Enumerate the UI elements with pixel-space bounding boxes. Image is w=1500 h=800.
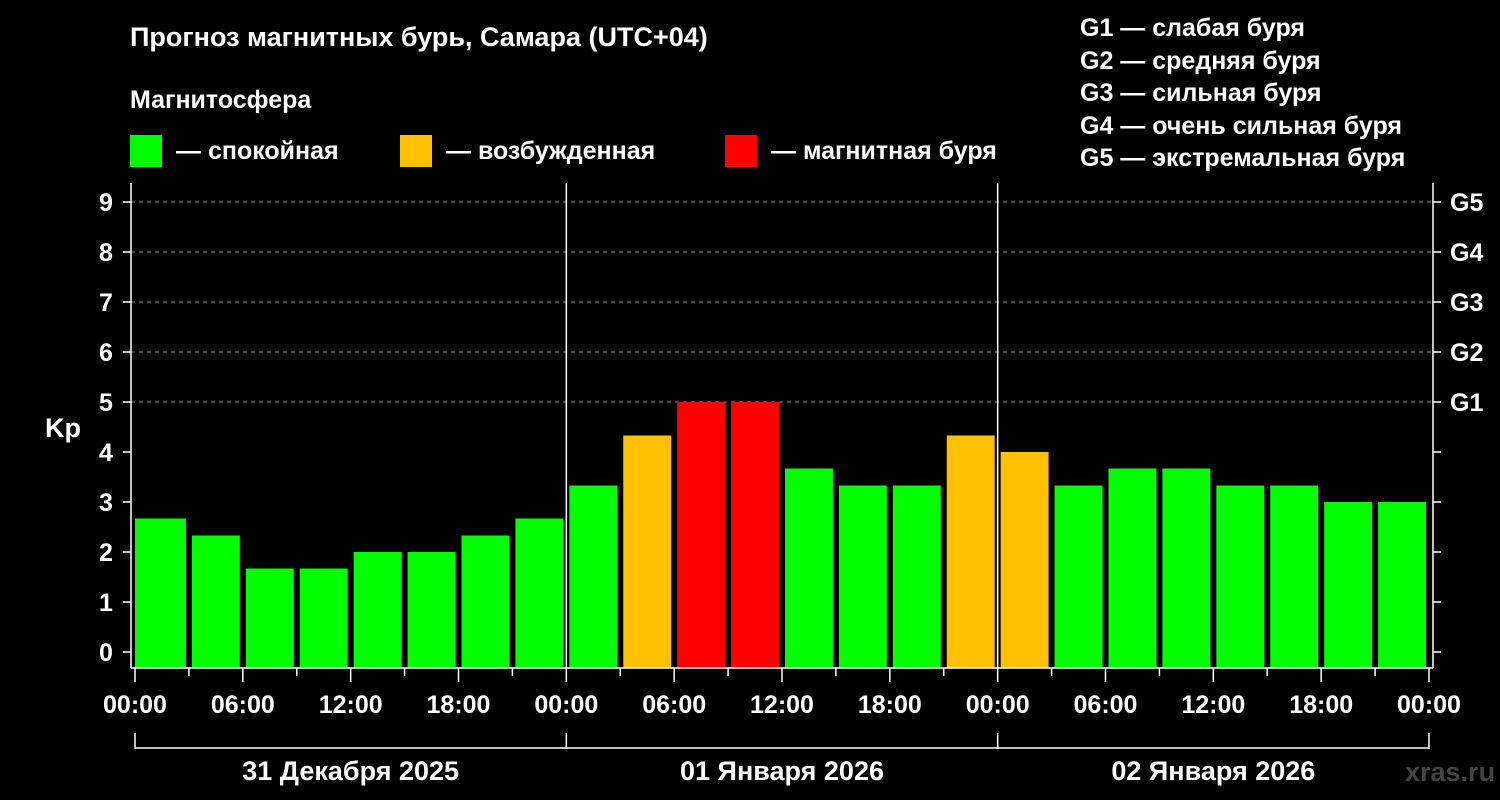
y-tick-label: 9 bbox=[99, 189, 113, 217]
x-tick-label: 06:00 bbox=[642, 691, 706, 719]
kp-bar bbox=[245, 568, 294, 668]
legend-swatch-storm bbox=[725, 135, 757, 167]
y-tick-label: 3 bbox=[99, 489, 113, 517]
kp-bar bbox=[892, 485, 941, 668]
x-tick-label: 00:00 bbox=[103, 691, 167, 719]
x-tick-label: 06:00 bbox=[1074, 691, 1138, 719]
kp-bar bbox=[569, 485, 618, 668]
y-axis-label: Kp bbox=[45, 413, 81, 443]
x-tick-label: 12:00 bbox=[1181, 691, 1245, 719]
legend-label-active: — возбужденная bbox=[446, 136, 656, 165]
kp-bar bbox=[1054, 485, 1103, 668]
day-label: 31 Декабря 2025 bbox=[242, 756, 459, 786]
kp-bar bbox=[946, 435, 995, 668]
kp-bar bbox=[299, 568, 348, 668]
day-label: 02 Января 2026 bbox=[1111, 756, 1315, 786]
legend-item-quiet: — спокойная bbox=[130, 135, 339, 167]
y-tick-label: 6 bbox=[99, 339, 113, 367]
g-legend-g1: G1 — слабая буря bbox=[1080, 14, 1306, 42]
legend-item-active: — возбужденная bbox=[400, 135, 655, 167]
kp-bar bbox=[731, 402, 779, 668]
x-tick-label: 12:00 bbox=[319, 691, 383, 719]
kp-bar bbox=[677, 402, 726, 668]
x-tick-label: 00:00 bbox=[966, 691, 1030, 719]
kp-bar bbox=[135, 518, 186, 668]
kp-bar bbox=[515, 518, 564, 668]
x-tick-label: 18:00 bbox=[1289, 691, 1353, 719]
g-tick-label: G4 bbox=[1450, 239, 1483, 267]
kp-bar bbox=[353, 552, 402, 668]
g-tick-label: G2 bbox=[1450, 339, 1483, 367]
x-tick-label: 18:00 bbox=[858, 691, 922, 719]
g-legend-g2: G2 — средняя буря bbox=[1080, 46, 1321, 75]
g-tick-label: G5 bbox=[1450, 189, 1483, 217]
kp-bar bbox=[191, 535, 240, 668]
y-tick-label: 2 bbox=[99, 539, 113, 567]
legend-item-storm: — магнитная буря bbox=[725, 135, 997, 167]
legend-label-quiet: — спокойная bbox=[176, 136, 339, 165]
kp-bar bbox=[407, 552, 456, 668]
y-tick-label: 0 bbox=[99, 639, 113, 667]
kp-bar bbox=[785, 468, 833, 668]
kp-bar bbox=[1324, 502, 1373, 668]
kp-bar bbox=[1108, 468, 1157, 668]
chart-subtitle: Магнитосфера bbox=[130, 86, 312, 114]
y-tick-label: 7 bbox=[99, 289, 113, 317]
kp-bar bbox=[1000, 452, 1049, 668]
chart-title: Прогноз магнитных бурь, Самара (UTC+04) bbox=[130, 22, 708, 52]
g-tick-label: G3 bbox=[1450, 289, 1483, 317]
y-tick-label: 5 bbox=[99, 389, 113, 417]
x-tick-label: 12:00 bbox=[750, 691, 814, 719]
x-tick-label: 18:00 bbox=[427, 691, 491, 719]
kp-bar bbox=[838, 485, 887, 668]
x-tick-label: 06:00 bbox=[211, 691, 275, 719]
legend-swatch-active bbox=[400, 135, 432, 167]
kp-bar bbox=[1162, 468, 1211, 668]
g-legend-g5: G5 — экстремальная буря bbox=[1080, 144, 1406, 172]
y-tick-label: 4 bbox=[99, 439, 113, 467]
g-legend-g4: G4 — очень сильная буря bbox=[1080, 111, 1402, 140]
g-scale-legend: G1 — слабая буря G2 — средняя буря G3 — … bbox=[1080, 12, 1405, 175]
kp-bar bbox=[1270, 485, 1319, 668]
legend-label-storm: — магнитная буря bbox=[771, 136, 997, 165]
g-legend-g3: G3 — сильная буря bbox=[1080, 79, 1322, 107]
x-tick-label: 00:00 bbox=[1397, 691, 1461, 719]
kp-bar bbox=[623, 435, 672, 668]
kp-bar bbox=[1216, 485, 1265, 668]
kp-bar bbox=[461, 535, 510, 668]
day-label: 01 Января 2026 bbox=[680, 756, 884, 786]
kp-bar bbox=[1378, 502, 1426, 668]
g-tick-label: G1 bbox=[1450, 389, 1483, 417]
x-tick-label: 00:00 bbox=[534, 691, 598, 719]
legend-swatch-quiet bbox=[130, 135, 162, 167]
y-tick-label: 8 bbox=[99, 239, 113, 267]
y-tick-label: 1 bbox=[99, 589, 113, 617]
watermark: xras.ru bbox=[1405, 757, 1496, 787]
